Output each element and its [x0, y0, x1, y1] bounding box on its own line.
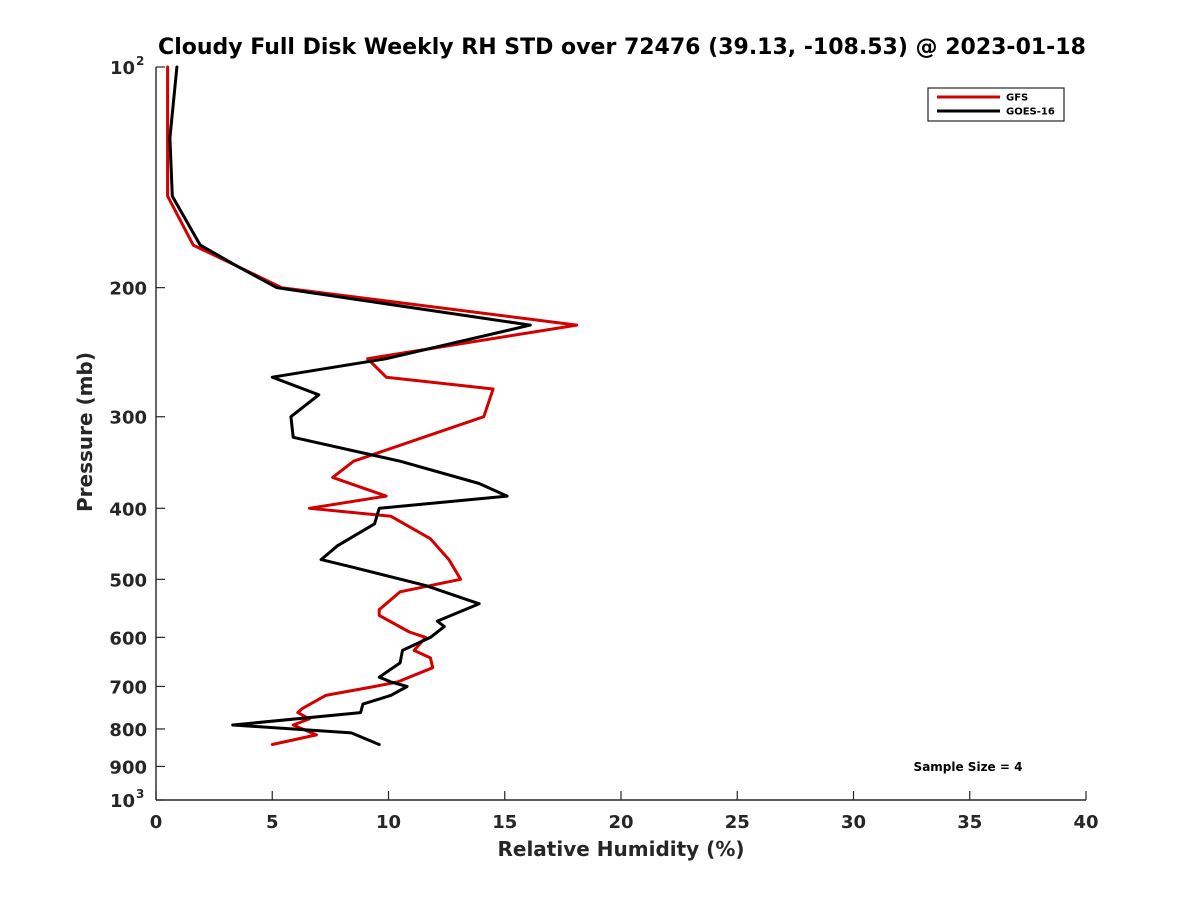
x-tick-label: 20 — [608, 812, 633, 833]
x-tick-label: 10 — [376, 812, 401, 833]
y-tick-label: 200 — [109, 279, 147, 300]
x-axis-label: Relative Humidity (%) — [497, 837, 744, 861]
y-tick-label: 600 — [109, 628, 147, 649]
y-tick-label: 900 — [109, 757, 147, 778]
data-lines — [166, 65, 579, 746]
gfs-series-line — [166, 65, 579, 746]
x-tick-label: 15 — [492, 812, 517, 833]
y-major-tick-exponent: 2 — [136, 54, 144, 68]
y-tick-label: 500 — [109, 570, 147, 591]
y-tick-label: 400 — [109, 499, 147, 520]
x-tick-label: 35 — [957, 812, 982, 833]
x-tick-label: 25 — [725, 812, 750, 833]
y-major-tick-label: 10 — [110, 791, 135, 812]
x-tick-label: 5 — [266, 812, 279, 833]
sample-size-annotation: Sample Size = 4 — [914, 760, 1023, 774]
x-tick-label: 0 — [150, 812, 163, 833]
y-axis-label: Pressure (mb) — [73, 352, 97, 512]
y-tick-label: 300 — [109, 408, 147, 429]
x-tick-label: 30 — [841, 812, 866, 833]
y-tick-label: 800 — [109, 720, 147, 741]
y-major-tick-label: 10 — [110, 58, 135, 79]
legend-box — [927, 87, 1065, 122]
x-tick-label: 40 — [1073, 812, 1098, 833]
y-major-tick-exponent: 3 — [136, 787, 144, 801]
y-tick-label: 700 — [109, 677, 147, 698]
legend: GFS GOES-16 — [927, 87, 1065, 122]
x-axis-ticks: 0 5 10 15 20 25 30 35 40 — [150, 791, 1099, 833]
goes-16-series-line — [168, 65, 532, 746]
legend-label-goes-16: GOES-16 — [1006, 107, 1055, 118]
axes-frame — [155, 67, 1086, 801]
legend-label-gfs: GFS — [1006, 93, 1028, 104]
chart-title: Cloudy Full Disk Weekly RH STD over 7247… — [158, 35, 1086, 60]
